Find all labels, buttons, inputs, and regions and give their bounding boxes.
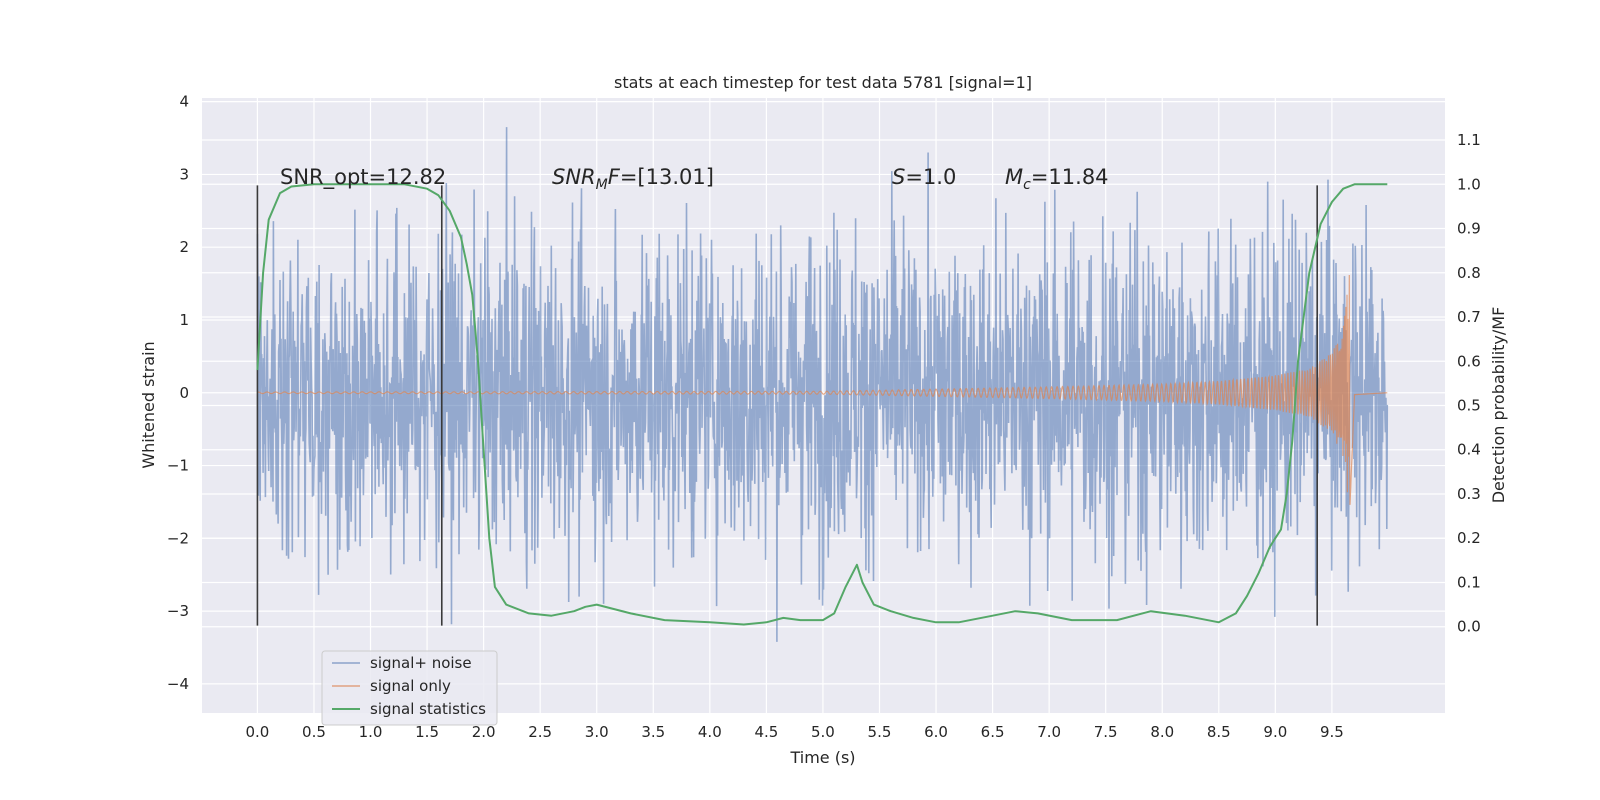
y2-tick-label: 0.3 <box>1457 485 1481 503</box>
y-tick-label: 4 <box>179 93 189 111</box>
x-tick-label: 9.5 <box>1320 723 1344 741</box>
series-signal-noise <box>256 127 1389 642</box>
y2-tick-label: 0.7 <box>1457 308 1481 326</box>
vertical-markers <box>256 185 1318 626</box>
series-signal-statistics <box>256 183 1388 626</box>
mc-annotation: Mc=11.84 <box>1005 165 1109 193</box>
x-tick-label: 4.5 <box>754 723 778 741</box>
y2-tick-label: 1.1 <box>1457 131 1481 149</box>
x-axis-label: Time (s) <box>789 748 855 767</box>
x-tick-label: 6.5 <box>981 723 1005 741</box>
y-tick-label: −4 <box>167 675 189 693</box>
s-var: S <box>892 165 905 189</box>
y2-tick-label: 0.4 <box>1457 441 1481 459</box>
x-tick-label: 1.0 <box>359 723 383 741</box>
x-tick-label: 3.0 <box>585 723 609 741</box>
x-tick-label: 5.0 <box>811 723 835 741</box>
x-tick-label: 6.0 <box>924 723 948 741</box>
y-tick-label: −1 <box>167 457 189 475</box>
snr-mf-f: F <box>608 165 621 189</box>
x-tick-label: 5.5 <box>868 723 892 741</box>
x-tick-label: 0.0 <box>245 723 269 741</box>
x-tick-label: 0.5 <box>302 723 326 741</box>
y2-tick-labels: 0.0 0.1 0.2 0.3 0.4 0.5 0.6 0.7 0.8 0.9 1.0 1.1 <box>1457 131 1481 636</box>
y-tick-label: 2 <box>179 238 189 256</box>
legend: signal+ noise signal only signal statist… <box>321 650 498 726</box>
legend-label-signal-noise: signal+ noise <box>370 654 472 672</box>
legend-label-signal-only: signal only <box>370 677 451 695</box>
mc-value: =11.84 <box>1031 165 1109 189</box>
y2-tick-label: 0.8 <box>1457 264 1481 282</box>
y2-tick-label: 0.9 <box>1457 220 1481 238</box>
y2-tick-label: 0.0 <box>1457 618 1481 636</box>
signal-statistics-trace <box>256 183 1388 626</box>
y2-tick-label: 0.6 <box>1457 352 1481 370</box>
y2-axis-label: Detection probability/MF <box>1489 307 1508 504</box>
x-tick-label: 4.0 <box>698 723 722 741</box>
s-annotation: S=1.0 <box>892 165 956 189</box>
snr-mf-value: =[13.01] <box>620 165 714 189</box>
y2-tick-label: 0.5 <box>1457 397 1481 415</box>
x-tick-label: 8.5 <box>1207 723 1231 741</box>
x-tick-label: 2.5 <box>528 723 552 741</box>
x-tick-label: 7.0 <box>1037 723 1061 741</box>
y2-tick-label: 0.2 <box>1457 529 1481 547</box>
y2-tick-label: 0.1 <box>1457 573 1481 591</box>
x-tick-label: 1.5 <box>415 723 439 741</box>
x-tick-labels: 0.0 0.5 1.0 1.5 2.0 2.5 3.0 3.5 4.0 4.5 5.0 5.5 6.0 6… <box>245 723 1343 741</box>
y-tick-label: 1 <box>179 311 189 329</box>
series-signal-only <box>257 274 1388 505</box>
y-tick-labels: −4 −3 −2 −1 0 1 2 3 4 <box>167 93 189 693</box>
x-tick-label: 7.5 <box>1094 723 1118 741</box>
x-tick-label: 9.0 <box>1263 723 1287 741</box>
snr-mf-annotation: SNRMF=[13.01] <box>552 165 714 193</box>
x-tick-label: 2.0 <box>472 723 496 741</box>
x-tick-label: 3.5 <box>641 723 665 741</box>
legend-label-signal-statistics: signal statistics <box>370 700 486 718</box>
y-axis-label: Whitened strain <box>139 341 158 468</box>
x-tick-label: 8.0 <box>1150 723 1174 741</box>
y-tick-label: 3 <box>179 165 189 183</box>
mc-sub: c <box>1023 177 1031 193</box>
snr-mf-sub: M <box>596 177 608 193</box>
mc-base: M <box>1005 165 1023 189</box>
noise-trace <box>256 127 1389 642</box>
y-tick-label: 0 <box>179 384 189 402</box>
y2-tick-label: 1.0 <box>1457 175 1481 193</box>
s-value: =1.0 <box>905 165 956 189</box>
snr-opt-annotation: SNR_opt=12.82 <box>280 165 446 190</box>
snr-mf-base: SNR <box>552 165 596 189</box>
chart-title: stats at each timestep for test data 578… <box>614 73 1032 92</box>
signal-only-trace <box>257 274 1388 505</box>
y-tick-label: −3 <box>167 602 189 620</box>
legend-box <box>321 650 498 726</box>
y-tick-label: −2 <box>167 529 189 547</box>
